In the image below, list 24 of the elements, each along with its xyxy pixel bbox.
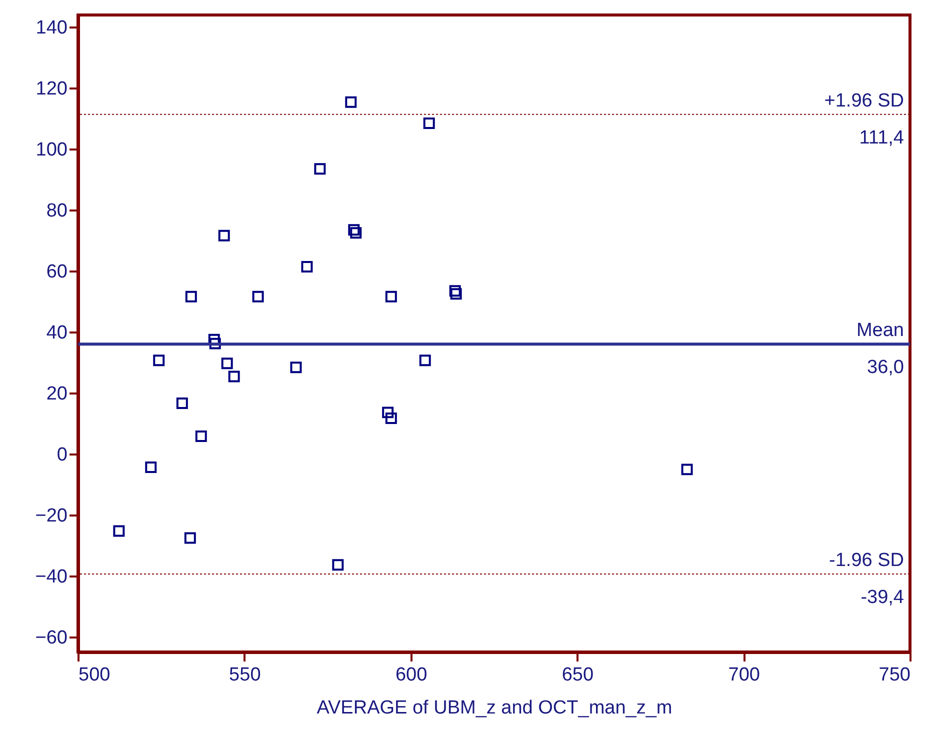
y-tick-label: −40 — [35, 566, 68, 588]
x-tick-label: 550 — [229, 664, 261, 686]
annotation: 36,0 — [867, 357, 904, 378]
y-tick-label: 20 — [46, 383, 68, 404]
y-tick-label: 40 — [46, 322, 68, 344]
y-tick-label: 80 — [46, 200, 68, 222]
y-tick-label: 60 — [46, 262, 68, 283]
ref-line-label: -1.96 SD — [829, 550, 904, 571]
annotation: 111,4 — [859, 127, 904, 148]
y-tick-label: 100 — [36, 140, 68, 161]
x-axis-title: AVERAGE of UBM_z and OCT_man_z_m — [316, 698, 672, 718]
y-tick-label: 140 — [36, 18, 68, 39]
x-tick-label: 600 — [395, 664, 428, 686]
x-tick-label: 650 — [562, 664, 594, 686]
annotation: -39,4 — [860, 586, 904, 608]
x-tick-label: 750 — [878, 664, 910, 686]
x-tick-label: 700 — [728, 664, 760, 686]
ref-line-label: +1.96 SD — [824, 90, 904, 112]
y-tick-label: −20 — [35, 505, 68, 526]
y-tick-label: 0 — [56, 444, 68, 466]
y-tick-label: −60 — [35, 627, 68, 648]
x-tick-label: 500 — [78, 664, 110, 686]
y-tick-label: 120 — [36, 78, 68, 100]
ref-line-label: Mean — [856, 320, 904, 342]
